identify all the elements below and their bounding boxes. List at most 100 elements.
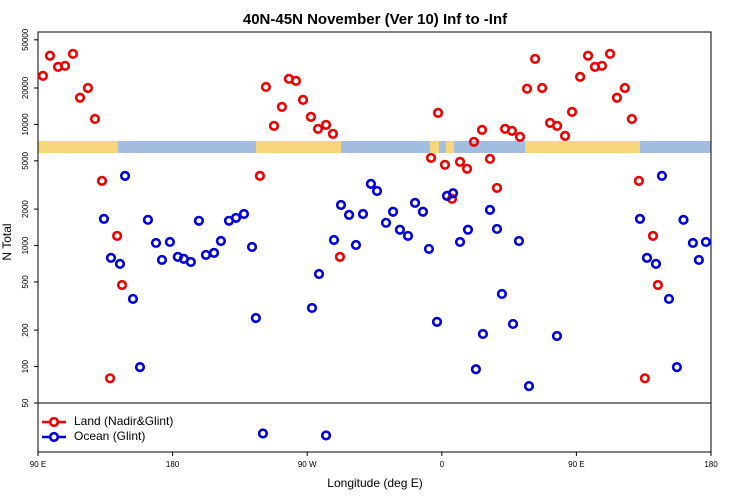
data-point <box>357 208 369 220</box>
data-point <box>164 236 176 248</box>
data-point <box>650 258 662 269</box>
data-point <box>105 252 117 263</box>
data-point <box>678 214 689 225</box>
data-point <box>134 362 146 373</box>
data-point <box>200 249 212 261</box>
data-point <box>320 119 332 131</box>
data-point <box>641 252 653 263</box>
data-point <box>67 48 79 59</box>
data-point <box>313 268 325 280</box>
data-point <box>575 71 586 82</box>
land-strip <box>525 141 640 153</box>
legend-label: Ocean (Glint) <box>74 429 145 443</box>
data-point <box>619 82 630 94</box>
data-point <box>257 428 269 439</box>
data-point <box>96 175 108 186</box>
data-point <box>82 82 94 94</box>
legend-marker <box>48 416 60 428</box>
y-tick-label: 1000 <box>21 236 30 254</box>
data-point <box>334 251 346 263</box>
y-tick-label: 5000 <box>21 151 30 169</box>
y-tick-label: 50000 <box>21 28 30 51</box>
land-strip <box>430 141 439 153</box>
data-point <box>633 175 645 186</box>
data-point <box>634 213 646 224</box>
data-point <box>423 243 435 255</box>
data-point <box>663 293 675 305</box>
data-point <box>484 204 496 215</box>
data-point <box>639 373 650 384</box>
data-point <box>496 288 508 300</box>
y-tick-label: 50 <box>21 398 30 407</box>
data-point <box>566 106 578 117</box>
data-point <box>596 60 608 71</box>
data-point <box>37 70 49 81</box>
land-strip <box>38 141 118 153</box>
data-point <box>215 235 227 247</box>
data-point <box>260 81 272 93</box>
y-tick-label: 2000 <box>21 200 30 218</box>
data-point <box>432 107 444 118</box>
data-point <box>626 113 637 125</box>
land-strip <box>256 141 341 153</box>
x-axis-label: Longitude (deg E) <box>327 476 422 490</box>
data-point <box>530 53 541 64</box>
data-point <box>523 380 535 392</box>
data-point <box>656 170 668 181</box>
x-tick-label: 90 W <box>298 460 317 469</box>
data-point <box>506 125 518 136</box>
data-point <box>350 239 362 251</box>
data-point <box>74 92 86 103</box>
data-point <box>89 113 101 125</box>
data-point <box>327 128 339 139</box>
data-point <box>150 237 162 249</box>
y-tick-label: 100 <box>21 359 30 373</box>
data-point <box>312 123 324 134</box>
data-point <box>507 318 519 330</box>
data-point <box>559 130 571 142</box>
x-tick-label: 90 E <box>568 460 584 469</box>
data-point <box>454 156 466 167</box>
y-tick-label: 200 <box>21 323 30 337</box>
chart-title: 40N-45N November (Ver 10) Inf to -Inf <box>243 11 508 28</box>
data-point <box>185 256 196 268</box>
data-point <box>305 111 317 122</box>
legend-label: Land (Nadir&Glint) <box>74 414 173 428</box>
data-point <box>112 230 123 242</box>
data-point <box>394 224 406 235</box>
data-point <box>371 185 383 197</box>
data-point <box>647 230 659 242</box>
x-tick-label: 180 <box>704 460 718 469</box>
data-point <box>417 206 429 217</box>
data-point <box>402 230 414 242</box>
plot-frame <box>37 31 712 453</box>
legend-marker <box>48 431 60 443</box>
data-point <box>268 120 280 131</box>
data-point <box>513 235 525 247</box>
data-point <box>582 50 594 61</box>
data-point <box>59 60 71 71</box>
data-point <box>290 75 302 86</box>
data-point <box>537 82 548 94</box>
data-point <box>484 153 496 164</box>
data-point <box>127 293 139 305</box>
y-tick-label: 20000 <box>21 76 30 99</box>
data-point <box>652 279 664 291</box>
data-point <box>552 120 563 131</box>
data-point <box>491 182 503 194</box>
data-point <box>328 234 340 246</box>
data-point <box>230 212 242 224</box>
y-tick-label: 500 <box>21 275 30 289</box>
data-point <box>611 92 623 103</box>
data-point <box>254 170 266 181</box>
data-point <box>387 206 399 217</box>
data-point <box>671 362 683 373</box>
data-point <box>104 373 116 384</box>
data-point <box>246 241 258 253</box>
data-point <box>320 430 332 441</box>
data-point <box>297 94 309 105</box>
data-point <box>116 279 128 291</box>
y-tick-label: 10000 <box>21 113 30 136</box>
data-point <box>44 50 56 61</box>
data-point <box>425 152 437 164</box>
